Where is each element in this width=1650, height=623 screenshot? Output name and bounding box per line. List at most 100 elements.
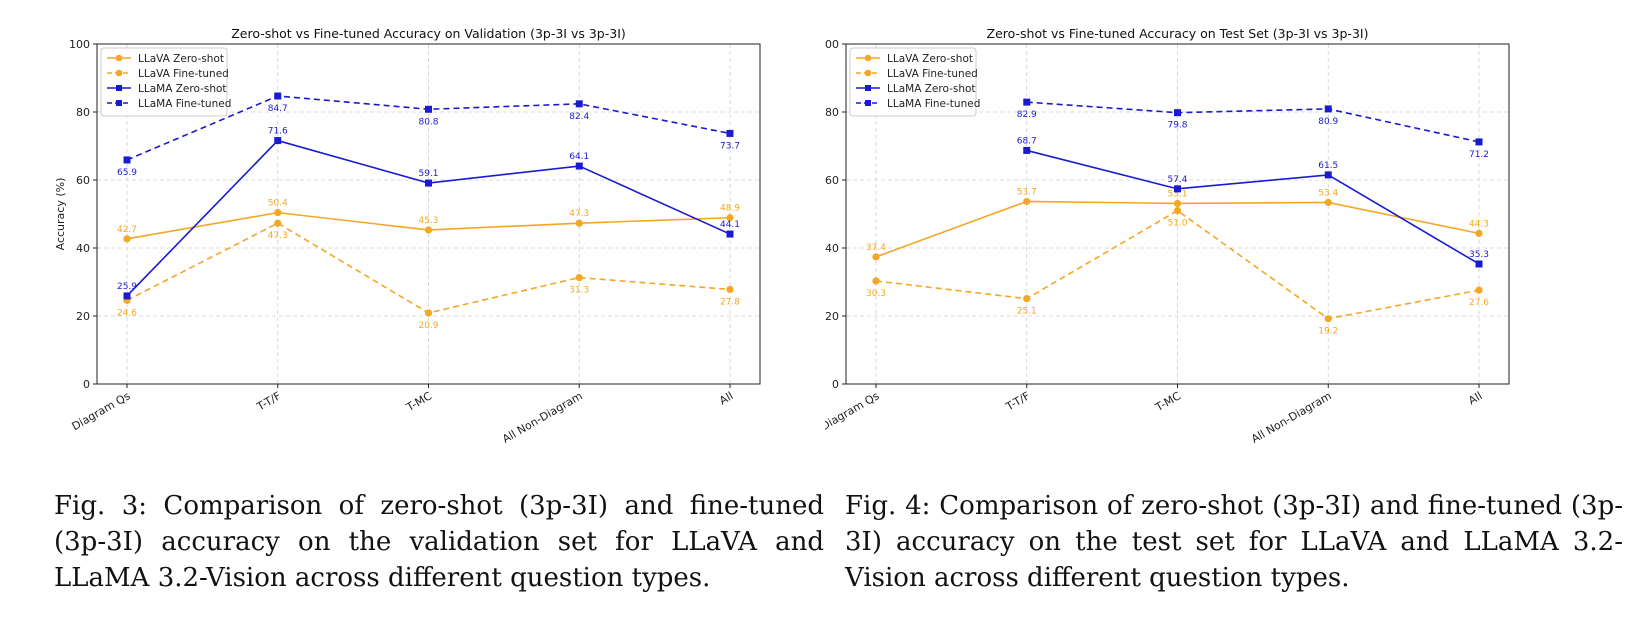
data-point (123, 292, 131, 300)
series-llava-fine-tuned: 24.6 47.3 20.9 31.3 27.8 (117, 219, 740, 331)
legend-box (849, 47, 977, 117)
x-tick-label: Diagram Qs (825, 389, 882, 433)
figure-3-caption: Fig. 3: Comparison of zero-shot (3p-3I) … (54, 491, 824, 593)
legend-label: LLaMA Fine-tuned (138, 98, 231, 110)
data-label: 25.1 (1017, 307, 1037, 317)
data-point (1324, 198, 1332, 207)
legend-swatch-marker (865, 85, 871, 91)
data-point (1173, 207, 1182, 215)
legend-swatch-marker (116, 100, 122, 106)
data-point (575, 162, 583, 170)
x-tick-label: T-T/F (254, 389, 283, 413)
data-point (424, 226, 433, 234)
data-label: 59.1 (418, 169, 438, 179)
data-label: 82.9 (1017, 110, 1037, 120)
data-label: 53.1 (1167, 189, 1187, 199)
data-point (1324, 105, 1332, 113)
data-point (1023, 295, 1031, 303)
y-tick-label: 80 (825, 106, 839, 119)
data-label: 68.7 (1017, 136, 1037, 146)
data-point (425, 105, 432, 113)
series-line (875, 209, 1480, 320)
data-point (1475, 260, 1483, 268)
y-tick-label: 20 (76, 310, 90, 323)
data-label: 64.1 (569, 152, 589, 162)
data-point (1475, 138, 1483, 146)
data-point (726, 214, 734, 222)
data-label: 47.3 (569, 209, 589, 219)
legend-label: LLaVA Zero-shot (138, 53, 224, 65)
data-label: 84.7 (268, 104, 288, 114)
data-label: 57.4 (1167, 175, 1187, 185)
test-accuracy-chart: Zero-shot vs Fine-tuned Accuracy on Test… (825, 26, 1510, 446)
validation-accuracy-chart: Zero-shot vs Fine-tuned Accuracy on Vali… (54, 26, 761, 446)
x-tick-label: All (717, 389, 735, 407)
figure-3-panel: Zero-shot vs Fine-tuned Accuracy on Vali… (54, 26, 824, 593)
x-tick-label: All Non-Diagram (1249, 389, 1334, 445)
x-tick-label: All (1466, 389, 1484, 407)
data-label: 37.4 (866, 243, 886, 253)
series-llava-zero-shot: 42.7 50.4 45.3 47.3 48.9 (117, 199, 740, 243)
y-axis-label: Accuracy (%) (54, 178, 67, 251)
data-point (1475, 229, 1483, 237)
data-point (575, 219, 583, 227)
legend-label: LLaVA Zero-shot (887, 53, 973, 65)
data-label: 65.9 (117, 168, 137, 178)
legend-box (100, 47, 228, 117)
data-label: 24.6 (117, 308, 137, 318)
series-llama-fine-tuned: 65.9 84.7 80.8 82.4 73.7 (117, 92, 740, 178)
data-label: 48.9 (720, 204, 740, 214)
data-label: 53.4 (1318, 188, 1338, 198)
data-label: 71.6 (268, 127, 288, 137)
data-label: 61.5 (1318, 161, 1338, 171)
data-label: 25.9 (117, 282, 137, 292)
data-label: 19.2 (1318, 327, 1338, 337)
data-point (1475, 286, 1483, 294)
y-tick-label: 60 (825, 174, 839, 187)
data-label: 80.9 (1318, 117, 1338, 127)
series-llava-zero-shot: 37.4 53.7 53.1 53.4 44.3 (866, 187, 1489, 261)
data-label: 71.2 (1469, 150, 1489, 160)
y-tick-label: 20 (825, 310, 839, 323)
data-point (274, 219, 282, 227)
data-point (1023, 98, 1031, 106)
series-llama-zero-shot: 25.9 71.6 59.1 64.1 44.1 (117, 127, 740, 300)
legend-swatch-marker (864, 54, 872, 62)
legend-swatch-marker (865, 100, 871, 106)
data-point (575, 100, 583, 108)
data-label: 45.3 (418, 216, 438, 226)
series-llava-fine-tuned: 30.3 25.1 51.0 19.2 27.6 (866, 207, 1489, 337)
data-point (726, 230, 734, 238)
data-point (726, 129, 734, 137)
data-label: 51.0 (1167, 219, 1187, 229)
data-label: 44.1 (720, 220, 740, 230)
legend-swatch-marker (864, 69, 872, 77)
y-tick-label: 100 (69, 38, 90, 51)
series-llama-zero-shot: 68.7 57.4 61.5 35.3 (1017, 136, 1489, 268)
data-point (424, 309, 433, 317)
data-label: 79.8 (1167, 121, 1187, 131)
data-point (872, 253, 880, 261)
data-point (123, 235, 131, 243)
plot-frame (96, 43, 761, 385)
figure-4-panel: Zero-shot vs Fine-tuned Accuracy on Test… (825, 0, 1650, 623)
x-tick-label: Diagram Qs (70, 389, 133, 433)
legend-swatch-marker (115, 69, 123, 77)
data-point (726, 285, 734, 294)
figure-4-caption: Fig. 4: Comparison of zero-shot (3p-3I) … (845, 491, 1623, 593)
y-tick-label: 40 (76, 242, 90, 255)
series-llama-fine-tuned: 82.9 79.8 80.9 71.2 (1017, 98, 1489, 160)
legend: LLaVA Zero-shot LLaVA Fine-tuned LLaMA Zer… (100, 47, 231, 117)
data-point (274, 92, 282, 100)
data-point (1173, 199, 1182, 208)
data-point (1174, 109, 1181, 117)
data-point (1324, 315, 1332, 323)
data-label: 42.7 (117, 225, 137, 235)
data-point (123, 156, 131, 164)
data-label: 30.3 (866, 289, 886, 299)
legend-swatch-marker (116, 85, 122, 91)
y-tick-label: 60 (76, 174, 90, 187)
data-point (274, 137, 282, 145)
y-tick-label: 100 (825, 38, 839, 51)
y-tick-label: 40 (825, 242, 839, 255)
